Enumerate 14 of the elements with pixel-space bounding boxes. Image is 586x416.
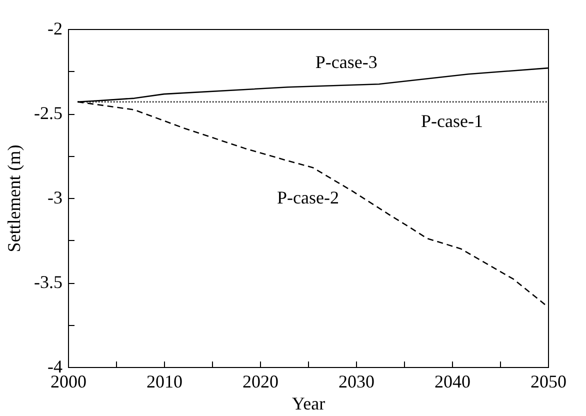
series-label: P-case-3 (315, 52, 378, 72)
x-tick-label: 2020 (242, 372, 278, 392)
y-tick-label: -3 (48, 188, 62, 208)
x-axis-title: Year (292, 394, 326, 414)
x-tick-label: 2050 (530, 372, 566, 392)
x-tick-label: 2030 (338, 372, 374, 392)
y-tick-label: -3.5 (34, 272, 62, 292)
series-label: P-case-1 (421, 110, 483, 131)
x-tick-label: 2040 (434, 372, 470, 392)
y-tick-label: -2.5 (34, 103, 62, 123)
y-axis-title: Settlement (m) (4, 144, 24, 252)
x-tick-label: 2010 (146, 372, 182, 392)
y-tick-label: -2 (48, 18, 62, 38)
series-label: P-case-2 (277, 187, 339, 208)
